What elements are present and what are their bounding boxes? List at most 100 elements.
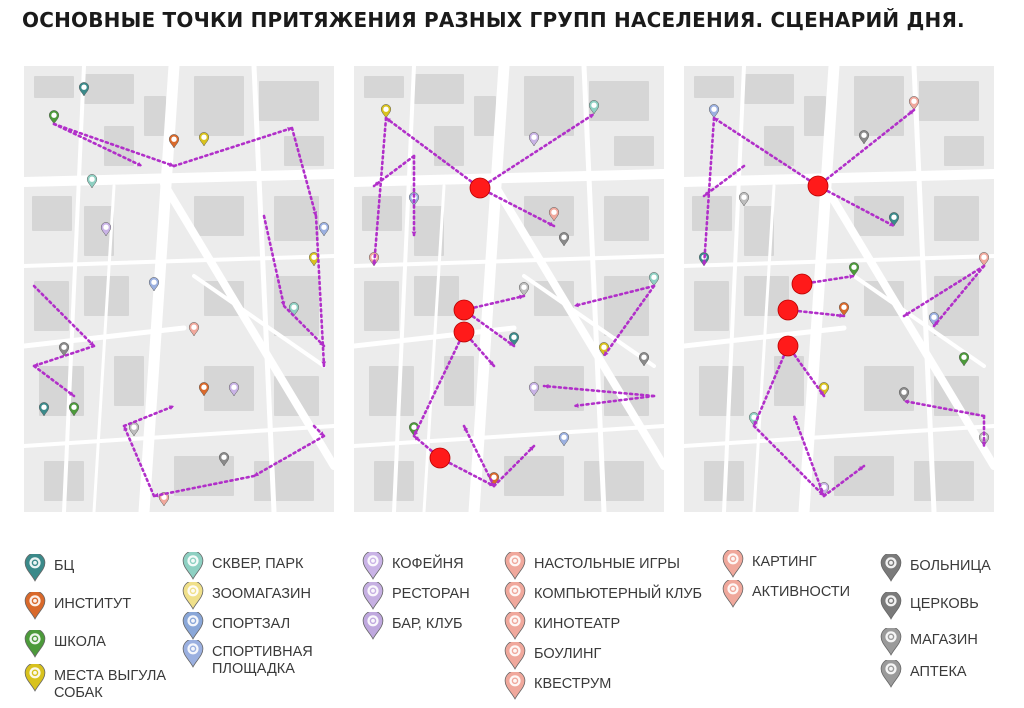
legend-item-business-center: БЦ (24, 554, 74, 582)
church-icon (880, 592, 902, 620)
dog-paw-icon (24, 664, 46, 692)
legend-label: БЦ (54, 558, 75, 574)
map-pin-icon (318, 222, 330, 237)
map-base (354, 66, 664, 512)
map-base (684, 66, 994, 512)
page-title: ОСНОВНЫЕ ТОЧКИ ПРИТЯЖЕНИЯ РАЗНЫХ ГРУПП Н… (22, 8, 965, 32)
route-arrowhead (701, 261, 707, 266)
legend-label: ЦЕРКОВЬ (910, 596, 979, 612)
route-line (262, 214, 286, 308)
map-pin-icon (928, 312, 940, 327)
legend-item-dog-walking: МЕСТА ВЫГУЛА СОБАК (24, 664, 166, 702)
legend-label: ЗООМАГАЗИН (212, 586, 311, 602)
map-pin-icon (978, 252, 990, 267)
map-pin-icon (308, 252, 320, 267)
map-pins (698, 96, 990, 497)
map-pin-icon (648, 272, 660, 287)
cocktail-icon (362, 612, 384, 640)
coffee-cup-icon (362, 552, 384, 580)
map-pin-icon (588, 100, 600, 115)
map-pin-icon (558, 232, 570, 247)
map-pin-icon (158, 492, 170, 507)
map-pin-icon (548, 207, 560, 222)
hub-marker (453, 321, 475, 343)
legend-label: СКВЕР, ПАРК (212, 556, 304, 572)
route-arrowhead (386, 118, 391, 123)
route-line (902, 399, 986, 418)
route-line (816, 184, 896, 228)
pharmacy-icon (880, 660, 902, 688)
hub-marker (429, 447, 451, 469)
legend-item-activities: АКТИВНОСТИ (722, 580, 850, 608)
route-arrowhead (321, 361, 327, 366)
scenario-map-2[interactable] (354, 66, 664, 512)
scenario-map-3[interactable] (684, 66, 994, 512)
route-arrowhead (889, 221, 894, 227)
route-line (478, 112, 596, 190)
cutlery-icon (362, 582, 384, 610)
map-2-svg (354, 66, 664, 512)
legend-label: ШКОЛА (54, 634, 106, 650)
legend-label: БАР, КЛУБ (392, 616, 463, 632)
gamepad-icon (504, 582, 526, 610)
route-arrowhead (489, 361, 494, 366)
legend-item-hospital: БОЛЬНИЦА (880, 554, 991, 582)
legend-label: СПОРТИВНАЯ ПЛОЩАДКА (212, 644, 313, 677)
route-group (32, 122, 327, 498)
legend-item-park: СКВЕР, ПАРК (182, 552, 303, 580)
map-pin-icon (518, 282, 530, 297)
map-pin-icon (958, 352, 970, 367)
route-arrowhead (604, 351, 609, 356)
route-arrowhead (137, 161, 142, 167)
route-line (52, 122, 176, 168)
route-arrowhead (319, 431, 324, 436)
route-arrowhead (849, 274, 854, 280)
route-line (384, 116, 482, 190)
map-pin-icon (708, 104, 720, 119)
route-line (32, 344, 96, 368)
route-arrowhead (793, 416, 798, 421)
route-line (252, 434, 326, 478)
route-arrowhead (714, 118, 719, 123)
route-line (816, 108, 916, 188)
legend-item-quest-room: КВЕСТРУМ (504, 672, 611, 700)
hub-group (429, 177, 491, 469)
route-line (602, 284, 656, 358)
route-line (122, 404, 176, 428)
legend-item-board-games: НАСТОЛЬНЫЕ ИГРЫ (504, 552, 680, 580)
map-pin-icon (848, 262, 860, 277)
route-arrowhead (544, 384, 549, 389)
route-arrowhead (574, 302, 579, 308)
route-arrowhead (371, 261, 377, 266)
map-pin-icon (528, 132, 540, 147)
route-line (172, 126, 294, 168)
map-pins (38, 82, 330, 507)
route-arrowhead (753, 421, 758, 426)
legend-label: КОМПЬЮТЕРНЫЙ КЛУБ (534, 586, 703, 602)
route-arrowhead (123, 426, 128, 431)
hospital-icon (880, 554, 902, 582)
route-line (32, 364, 76, 398)
route-line (702, 164, 746, 198)
map-pin-icon (858, 130, 870, 145)
hub-marker (807, 175, 829, 197)
route-line (902, 264, 986, 318)
legend-label: БОЛЬНИЦА (910, 558, 991, 574)
route-line (478, 186, 556, 228)
route-line (152, 474, 256, 498)
map-pin-icon (288, 302, 300, 317)
school-icon (24, 630, 46, 658)
route-line (572, 284, 656, 308)
map-pin-icon (168, 134, 180, 149)
route-line (752, 344, 790, 428)
route-arrowhead (463, 426, 469, 431)
legend-label: МЕСТА ВЫГУЛА СОБАК (54, 668, 167, 701)
office-building-icon (24, 554, 46, 582)
map-pin-icon (188, 322, 200, 337)
map-pin-icon (898, 387, 910, 402)
route-arrowhead (169, 405, 174, 410)
scenario-map-1[interactable] (24, 66, 334, 512)
legend-item-karting: КАРТИНГ (722, 550, 817, 578)
legend-item-cinema: КИНОТЕАТР (504, 612, 620, 640)
map-3-svg (684, 66, 994, 512)
